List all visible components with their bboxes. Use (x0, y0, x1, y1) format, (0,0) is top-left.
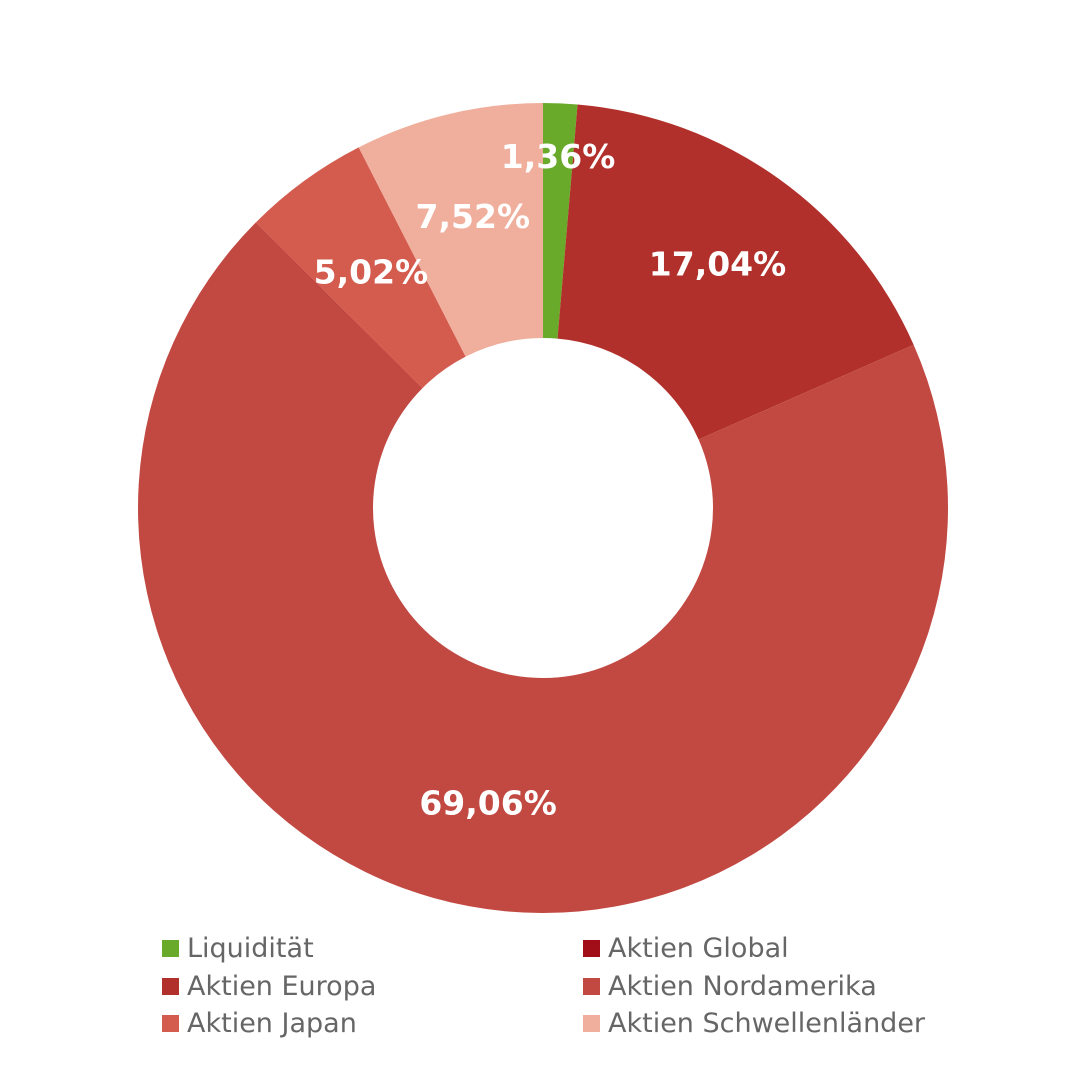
slice-aktien-japan (255, 147, 466, 389)
legend-item-aktien-europa: Aktien Europa (162, 968, 376, 1004)
legend-swatch (162, 977, 179, 995)
legend-swatch (162, 939, 179, 957)
donut-slices (137, 103, 948, 913)
legend-item-aktien-schwellenlaender: Aktien Schwellenländer (583, 1005, 925, 1041)
legend-swatch (583, 977, 600, 995)
legend-label: Aktien Japan (187, 1007, 357, 1039)
legend: Liquidität Aktien Global Aktien Europa A… (162, 930, 982, 1050)
legend-swatch (583, 1014, 600, 1032)
donut-chart: 1,36% 17,04% 69,06% 5,02% 7,52% (137, 103, 948, 913)
slice-label: 5,02% (314, 253, 429, 292)
legend-item-aktien-japan: Aktien Japan (162, 1005, 357, 1041)
legend-label: Aktien Global (608, 932, 789, 964)
slice-aktien-schwellenländer (358, 103, 543, 357)
slice-label: 69,06% (419, 783, 556, 822)
slice-label: 1,36% (501, 137, 616, 176)
legend-item-aktien-global: Aktien Global (583, 930, 789, 966)
slice-label: 7,52% (416, 197, 531, 236)
legend-item-aktien-nordamerika: Aktien Nordamerika (583, 968, 877, 1004)
slice-aktien-europa (557, 104, 914, 440)
legend-label: Aktien Europa (187, 970, 377, 1002)
legend-label: Aktien Schwellenländer (608, 1007, 926, 1039)
legend-label: Aktien Nordamerika (608, 970, 877, 1002)
slice-liquidität (543, 103, 578, 339)
legend-swatch (162, 1014, 179, 1032)
legend-item-liquiditaet: Liquidität (162, 930, 314, 966)
slice-aktien-nordamerika (137, 222, 948, 913)
slice-labels: 1,36% 17,04% 69,06% 5,02% 7,52% (314, 137, 787, 823)
legend-label: Liquidität (187, 932, 314, 964)
legend-swatch (583, 939, 600, 957)
slice-label: 17,04% (649, 244, 786, 283)
